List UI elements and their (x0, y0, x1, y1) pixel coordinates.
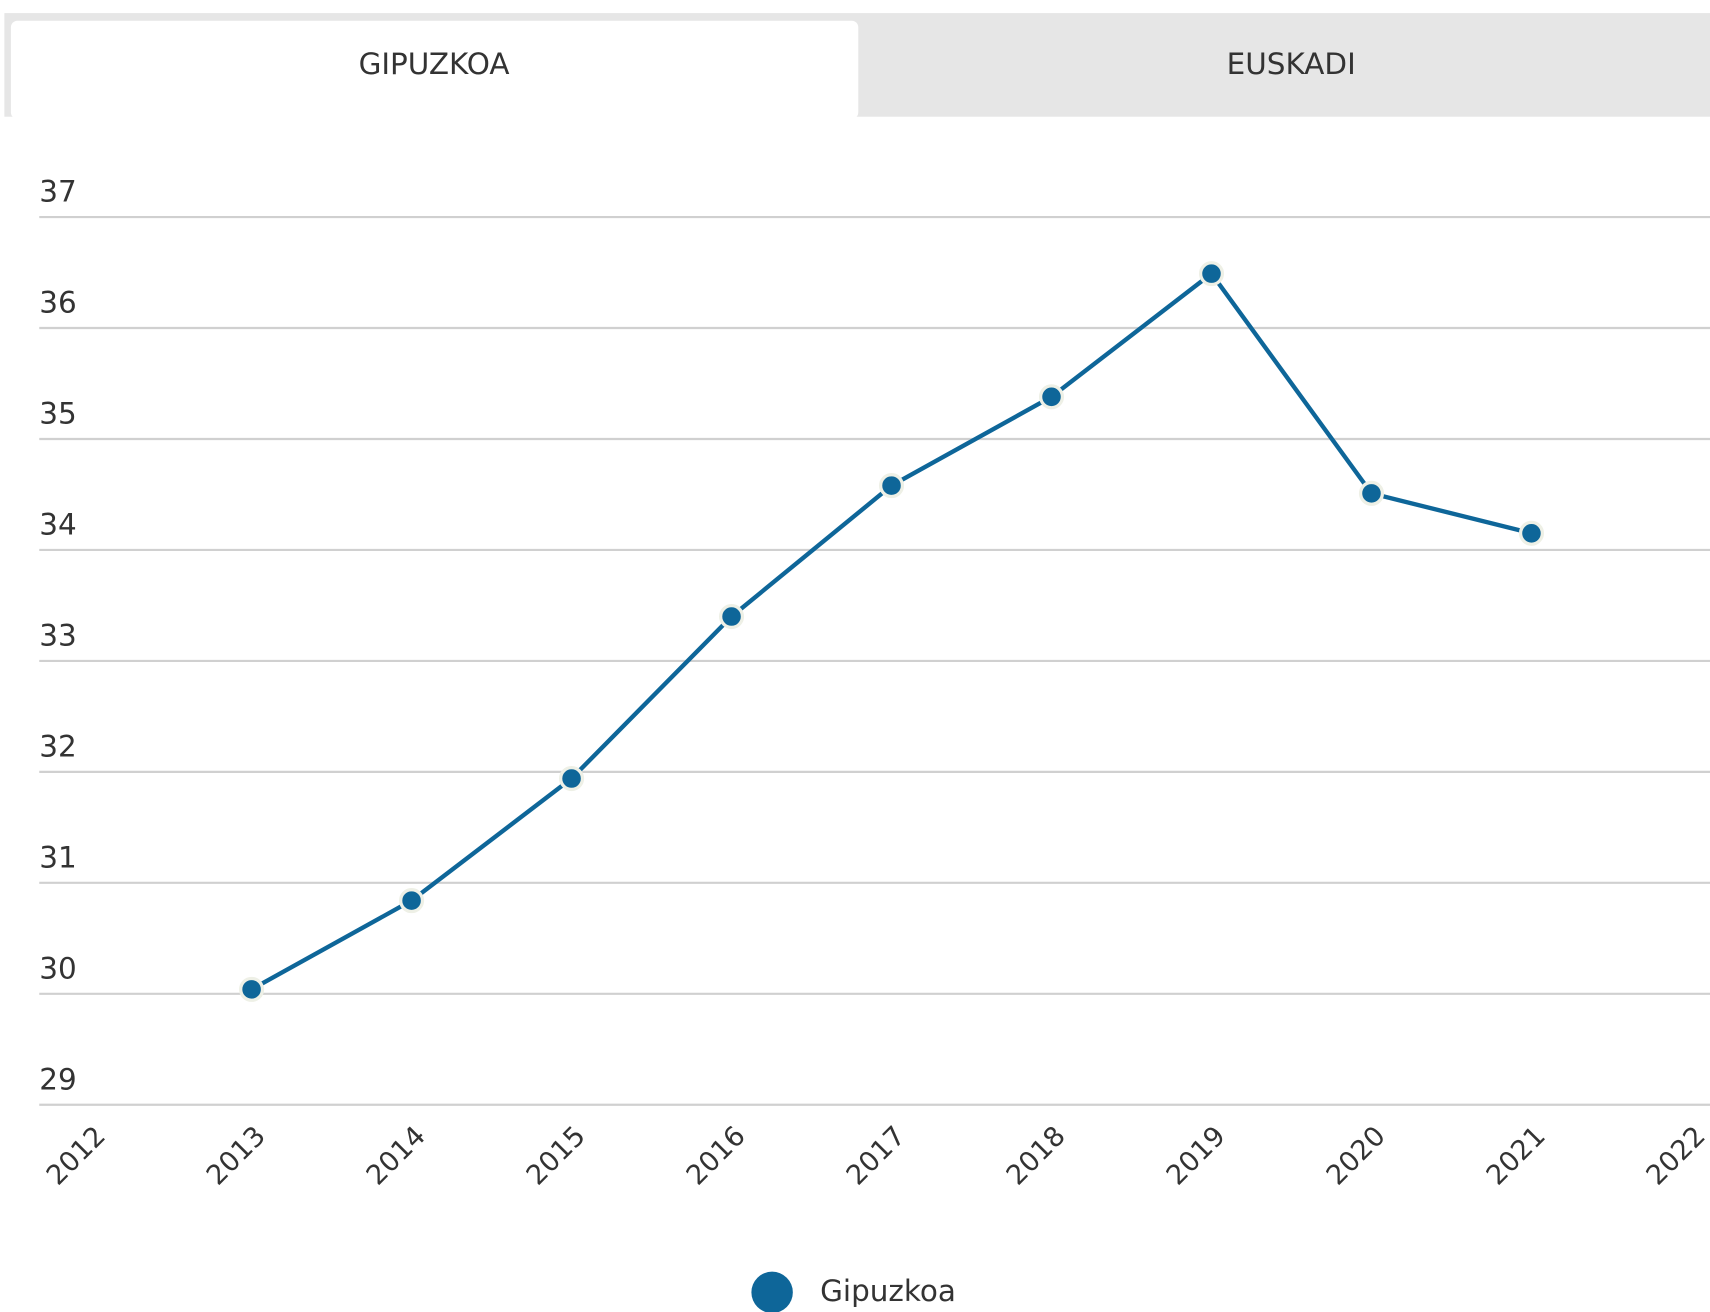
tab-label[interactable]: EUSKADI (1227, 47, 1356, 81)
data-point (719, 603, 745, 630)
x-tick-label: 2021 (1481, 1121, 1552, 1192)
data-point (239, 976, 265, 1002)
y-tick-label: 32 (39, 729, 76, 763)
x-tick-label: 2018 (1001, 1121, 1072, 1192)
x-tick-label: 2019 (1161, 1121, 1232, 1192)
y-tick-label: 35 (39, 396, 76, 430)
x-tick-label: 2017 (841, 1121, 912, 1192)
data-point (1198, 261, 1225, 287)
x-tick-label: 2016 (681, 1121, 752, 1192)
x-tick-label: 2015 (521, 1121, 592, 1192)
y-tick-label: 36 (39, 286, 76, 320)
y-tick-label: 33 (39, 618, 76, 652)
x-tick-label: 2012 (41, 1121, 112, 1192)
data-point (1038, 384, 1065, 410)
x-tick-label: 2013 (201, 1121, 272, 1192)
x-tick-label: 2014 (361, 1121, 432, 1192)
tab-label[interactable]: GIPUZKOA (359, 47, 510, 81)
data-point (559, 765, 585, 792)
legend-label: Gipuzkoa (820, 1274, 956, 1308)
data-point (878, 473, 905, 499)
data-point (1358, 480, 1385, 506)
y-tick-label: 34 (39, 507, 76, 541)
y-tick-label: 30 (39, 951, 76, 985)
x-tick-label: 2020 (1321, 1121, 1392, 1192)
data-point (399, 888, 425, 914)
y-tick-label: 31 (39, 840, 76, 874)
data-point (1518, 520, 1545, 546)
y-tick-label: 37 (39, 175, 76, 209)
tab-active[interactable] (10, 20, 859, 119)
x-tick-label: 2022 (1641, 1121, 1710, 1192)
legend-marker (751, 1271, 793, 1312)
y-tick-label: 29 (39, 1062, 76, 1096)
